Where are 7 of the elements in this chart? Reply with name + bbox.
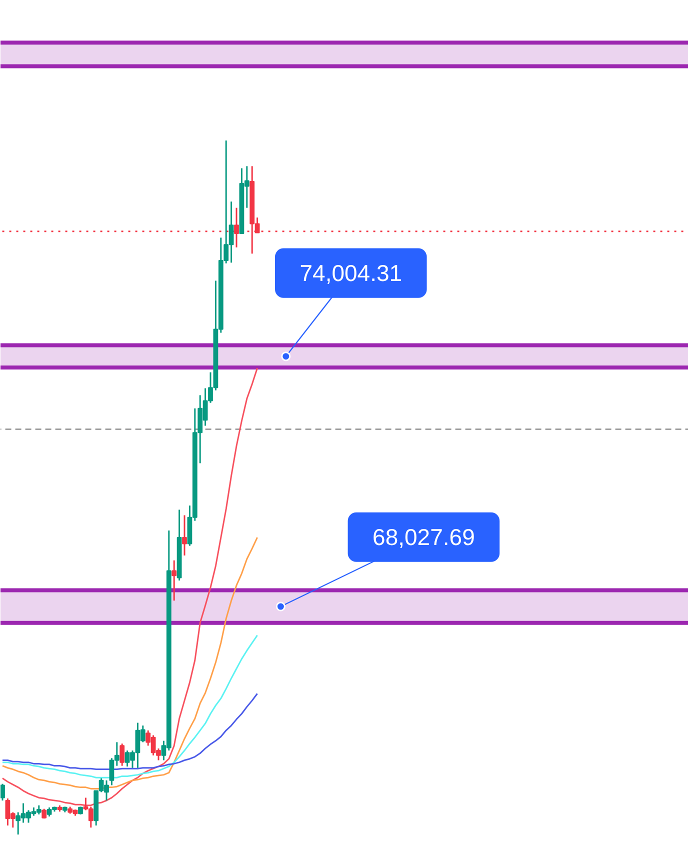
candlestick bbox=[0, 783, 5, 802]
candlestick bbox=[234, 207, 239, 248]
band-label: 74,004.31 bbox=[300, 260, 402, 286]
candlestick bbox=[182, 514, 187, 556]
band-label: 68,027.69 bbox=[372, 524, 475, 550]
candlestick bbox=[120, 742, 125, 767]
candlestick bbox=[172, 560, 177, 602]
